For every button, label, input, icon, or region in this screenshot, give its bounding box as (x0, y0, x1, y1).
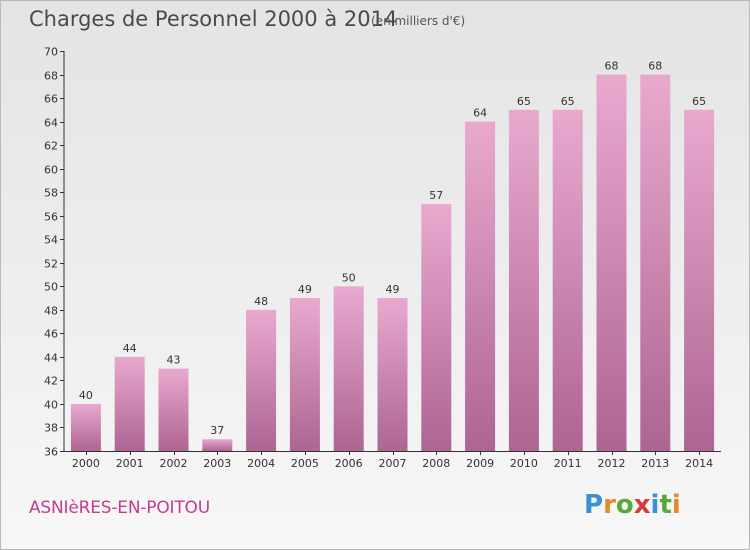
y-tick-label: 40 (44, 399, 58, 412)
y-tick-label: 62 (44, 140, 58, 153)
x-tick-label-2000: 2000 (72, 457, 100, 470)
logo-letter: t (659, 490, 672, 520)
x-tick-label-2014: 2014 (685, 457, 713, 470)
value-label-2009: 64 (473, 107, 487, 120)
y-tick-label: 48 (44, 305, 58, 318)
y-tick-label: 54 (44, 234, 58, 247)
bar-2012 (596, 74, 627, 451)
value-label-2006: 50 (342, 271, 356, 284)
value-label-2008: 57 (429, 189, 443, 202)
y-tick-label: 50 (44, 281, 58, 294)
y-tick-label: 64 (44, 117, 58, 130)
x-tick-label-2005: 2005 (291, 457, 319, 470)
bar-series: 40 44 43 37 48 49 50 49 57 64 65 65 68 68 65 (70, 60, 715, 452)
bar-2007 (377, 298, 408, 451)
bar-2011 (552, 109, 583, 451)
bar-2000 (70, 403, 101, 451)
y-tick-label: 60 (44, 164, 58, 177)
x-tick-label-2009: 2009 (466, 457, 494, 470)
y-tick-label: 46 (44, 328, 58, 341)
x-tick-label-2012: 2012 (598, 457, 626, 470)
y-tick-label: 38 (44, 422, 58, 435)
value-label-2003: 37 (210, 424, 224, 437)
y-tick-label: 70 (44, 46, 58, 59)
value-label-2012: 68 (605, 60, 619, 73)
bar-2014 (684, 109, 715, 451)
x-tick-label-2013: 2013 (641, 457, 669, 470)
bar-2002 (158, 368, 189, 451)
y-tick-label: 66 (44, 93, 58, 106)
value-label-2014: 65 (692, 95, 706, 108)
x-tick-label-2010: 2010 (510, 457, 538, 470)
x-tick-label-2006: 2006 (335, 457, 363, 470)
y-tick-label: 52 (44, 258, 58, 271)
bar-2005 (289, 298, 320, 451)
x-tick-label-2003: 2003 (203, 457, 231, 470)
x-axis: 2000 2001 2002 2003 2004 2005 2006 2007 2008 2009… (64, 451, 721, 470)
bar-2008 (421, 203, 452, 451)
proxiti-logo[interactable]: Proxiti (584, 490, 681, 520)
value-label-2001: 44 (123, 342, 137, 355)
y-tick-label: 36 (44, 446, 58, 459)
x-tick-label-2008: 2008 (422, 457, 450, 470)
value-label-2002: 43 (167, 354, 181, 367)
unit-note: (en milliers d'€) (371, 14, 466, 28)
logo-letter: r (603, 490, 616, 520)
y-tick-label: 68 (44, 70, 58, 83)
logo-letter: P (584, 490, 604, 520)
logo-letter: o (615, 490, 634, 520)
value-label-2010: 65 (517, 95, 531, 108)
y-tick-label: 44 (44, 352, 58, 365)
value-label-2000: 40 (79, 389, 93, 402)
bar-2004 (246, 309, 277, 451)
bar-2001 (114, 356, 145, 451)
y-tick-label: 56 (44, 211, 58, 224)
bar-2003 (202, 439, 233, 451)
value-label-2013: 68 (648, 60, 662, 73)
x-tick-label-2001: 2001 (116, 457, 144, 470)
bar-2010 (508, 109, 539, 451)
value-label-2005: 49 (298, 283, 312, 296)
x-tick-label-2007: 2007 (379, 457, 407, 470)
y-tick-label: 58 (44, 187, 58, 200)
logo-letter: x (633, 490, 651, 520)
logo-letter: i (650, 490, 660, 520)
x-tick-label-2011: 2011 (554, 457, 582, 470)
y-tick-label: 42 (44, 375, 58, 388)
y-axis: 36 38 40 42 44 46 48 50 52 54 56 58 60 62 64 66 68 70 (44, 46, 65, 459)
x-tick-label-2004: 2004 (247, 457, 275, 470)
bar-2009 (465, 121, 496, 452)
value-label-2004: 48 (254, 295, 268, 308)
bar-2006 (333, 286, 364, 451)
bar-2013 (640, 74, 671, 451)
logo-letter: i (671, 490, 681, 520)
value-label-2007: 49 (386, 283, 400, 296)
x-tick-label-2002: 2002 (160, 457, 188, 470)
value-label-2011: 65 (561, 95, 575, 108)
chart-title: Charges de Personnel 2000 à 2014 (29, 7, 398, 31)
location-name: ASNIèRES-EN-POITOU (29, 498, 210, 518)
